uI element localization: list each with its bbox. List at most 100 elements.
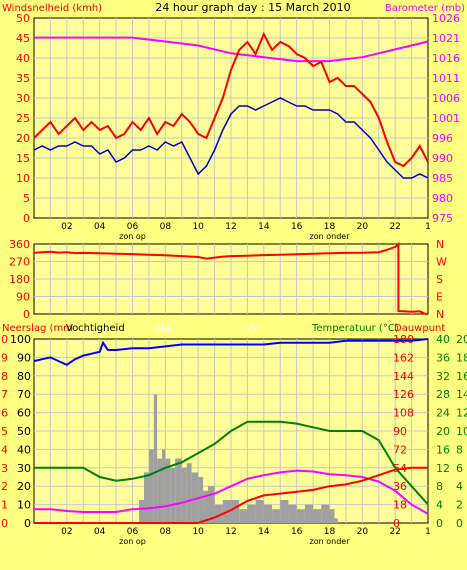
rain-line [34, 466, 428, 524]
wind-x-tick: 14 [258, 222, 270, 232]
wind-tick-label: 10 [16, 172, 30, 185]
humidity-tick-label: 100 [10, 333, 31, 346]
wind-x-tick: 08 [160, 222, 172, 232]
rain-tick-label: 6 [1, 407, 8, 420]
humidity-tick-label: 30 [17, 462, 31, 475]
wind-axis-title: Windsnelheid (kmh) [2, 3, 102, 14]
humidity-tick-label: 90 [17, 351, 31, 364]
rain-x-tick: 16 [291, 527, 303, 537]
barometer-tick-label: 985 [432, 172, 453, 185]
wind-tick-label: 15 [16, 152, 30, 165]
uv-bar [329, 509, 335, 523]
uv-tick-label: 144 [393, 370, 414, 383]
humidity-tick-label: 50 [17, 425, 31, 438]
uv-bar [165, 458, 171, 523]
wind-gust-line [33, 31, 429, 168]
uv-tick-label: 108 [393, 407, 414, 420]
rain-x-tick: 22 [389, 527, 400, 537]
x-note-zon-onder: zon onder [310, 232, 351, 241]
x-note-zon-onder: zon onder [310, 537, 351, 546]
temperature-tick-label: 16 [436, 443, 450, 456]
wind-x-tick: 02 [61, 222, 72, 232]
direction-tick-label: 180 [9, 273, 30, 286]
barometer-tick-label: 996 [432, 132, 453, 145]
rain-tick-label: 4 [1, 443, 8, 456]
dewpoint-tick-label: 6 [456, 462, 463, 475]
wind-tick-label: 45 [16, 32, 30, 45]
uv-bar [231, 500, 240, 523]
barometer-tick-label: 1006 [432, 92, 460, 105]
compass-tick-label: W [436, 256, 447, 269]
rain-tick-label: 9 [1, 351, 8, 364]
dewpoint-tick-label: 10 [456, 425, 467, 438]
uv-bar [321, 504, 330, 523]
compass-tick-label: N [436, 308, 444, 321]
uv-bar [208, 486, 215, 523]
uv-bar [181, 467, 187, 523]
rain-x-tick: 14 [258, 527, 270, 537]
humidity-axis-title: Vochtigheid [66, 323, 125, 334]
rain-tick-label: 2 [1, 480, 8, 493]
uv-tick-label: 72 [393, 443, 407, 456]
dewpoint-tick-label: 14 [456, 388, 467, 401]
humidity-tick-label: 40 [17, 443, 31, 456]
uv-bar [139, 500, 144, 523]
dewpoint-tick-label: 20 [456, 333, 467, 346]
wind-x-tick: 06 [127, 222, 139, 232]
wind-x-tick: 10 [192, 222, 204, 232]
direction-line [33, 241, 429, 315]
rain-tick-label: 10 [0, 333, 8, 346]
wind-tick-label: 40 [16, 52, 30, 65]
compass-tick-label: E [436, 291, 443, 304]
temperature-tick-label: 20 [436, 425, 450, 438]
temperature-line [34, 420, 429, 506]
barometer-tick-label: 1001 [432, 112, 460, 125]
rain-x-tick: 06 [127, 527, 139, 537]
uv-bar [162, 449, 166, 523]
direction-tick-label: 360 [9, 238, 30, 251]
uv-tick-label: 36 [393, 480, 407, 493]
uv-bar [247, 504, 256, 523]
wind-tick-label: 20 [16, 132, 30, 145]
uv-tick-label: 90 [393, 425, 407, 438]
uv-tick-label: 162 [393, 351, 414, 364]
dewpoint-axis-title: Dauwpunt [394, 323, 445, 334]
temperature-tick-label: 28 [436, 388, 450, 401]
uv-bar [280, 500, 289, 523]
wind-x-tick: 16 [291, 222, 303, 232]
uv-tick-label: 18 [393, 499, 407, 512]
humidity-tick-label: 0 [24, 517, 31, 530]
dewpoint-tick-label: 2 [456, 499, 463, 512]
rain-tick-label: 1 [1, 499, 8, 512]
uv-bar [157, 458, 163, 523]
uv-bar [263, 504, 273, 523]
uv-tick-label: 180 [393, 333, 414, 346]
uv-bar [198, 477, 204, 523]
wind-tick-label: 50 [16, 12, 30, 25]
wind-x-tick: 18 [324, 222, 336, 232]
temperature-tick-label: 0 [436, 517, 443, 530]
dewpoint-line [34, 469, 429, 515]
wind-x-tick: 04 [94, 222, 106, 232]
uv-bar [288, 504, 297, 523]
direction-tick-label: 270 [9, 256, 30, 269]
uv-bar [143, 472, 149, 523]
temperature-tick-label: 40 [436, 333, 450, 346]
uv-tick-label: 126 [393, 388, 414, 401]
solar-axis-title: olar [155, 323, 175, 334]
humidity-tick-label: 80 [17, 370, 31, 383]
uv-bar [214, 504, 223, 523]
rain-tick-label: 7 [1, 388, 8, 401]
barometer-tick-label: 980 [432, 192, 453, 205]
uv-tick-label: 0 [393, 517, 400, 530]
dewpoint-tick-label: 0 [456, 517, 463, 530]
x-note-zon-op: zon op [119, 232, 146, 241]
dewpoint-tick-label: 16 [456, 370, 467, 383]
rain-x-tick: 02 [61, 527, 72, 537]
dewpoint-tick-label: 12 [456, 407, 467, 420]
uv-bar [334, 518, 338, 523]
rain-x-tick: 08 [160, 527, 172, 537]
barometer-line [34, 36, 429, 63]
uv-bar [175, 458, 182, 523]
